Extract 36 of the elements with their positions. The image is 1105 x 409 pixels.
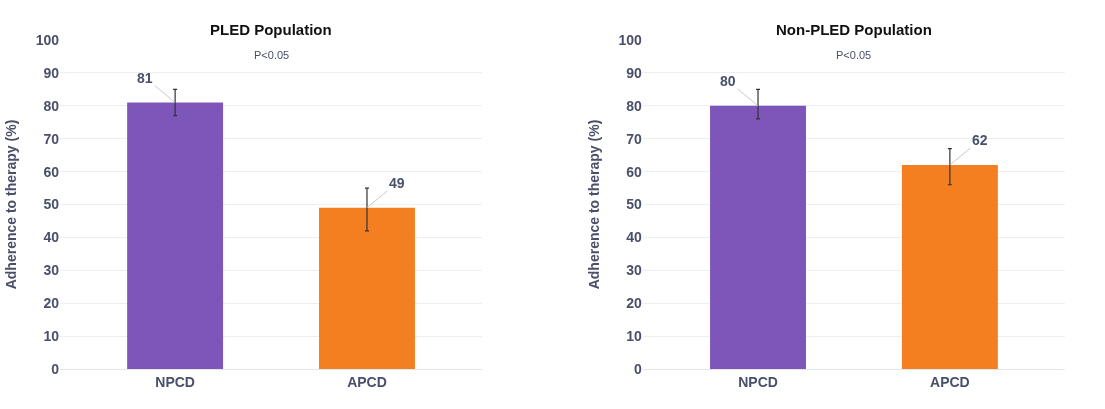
y-axis-title: Adherence to therapy (%) <box>586 119 603 290</box>
y-tick-label: 50 <box>43 196 60 213</box>
y-tick-label: 40 <box>43 229 60 246</box>
annotation: P<0.05 <box>254 49 290 61</box>
y-tick-label: 40 <box>626 229 643 246</box>
y-tick-label: 70 <box>43 130 60 147</box>
y-tick-label: 10 <box>43 328 60 344</box>
y-tick-label: 10 <box>626 328 643 344</box>
data-label: 81 <box>137 70 153 86</box>
y-tick-label: 0 <box>634 360 643 377</box>
x-tick-label: NPCD <box>155 373 195 390</box>
y-tick-label: 90 <box>43 64 60 81</box>
y-tick-label: 100 <box>618 31 643 48</box>
annotation: P<0.05 <box>836 49 872 61</box>
y-tick-label: 100 <box>35 31 60 48</box>
y-tick-label: 80 <box>626 97 643 114</box>
x-tick-label: NPCD <box>738 373 778 390</box>
y-tick-label: 30 <box>43 262 60 279</box>
y-tick-label: 50 <box>626 196 643 213</box>
y-tick-label: 80 <box>43 97 60 114</box>
data-label: 62 <box>972 132 988 148</box>
data-label: 49 <box>389 175 405 191</box>
y-tick-label: 20 <box>43 295 60 312</box>
y-tick-label: 60 <box>43 163 60 180</box>
y-tick-label: 70 <box>626 130 643 147</box>
y-tick-label: 0 <box>51 360 60 377</box>
y-tick-label: 90 <box>626 64 643 81</box>
chart-title: Non-PLED Population <box>776 21 932 38</box>
y-tick-label: 60 <box>626 163 643 180</box>
x-tick-label: APCD <box>347 373 387 390</box>
y-axis-title: Adherence to therapy (%) <box>3 119 20 290</box>
y-tick-label: 20 <box>626 295 643 312</box>
y-tick-label: 30 <box>626 262 643 279</box>
x-tick-label: APCD <box>930 373 970 390</box>
data-label: 80 <box>720 73 736 89</box>
chart-title: PLED Population <box>210 21 332 38</box>
